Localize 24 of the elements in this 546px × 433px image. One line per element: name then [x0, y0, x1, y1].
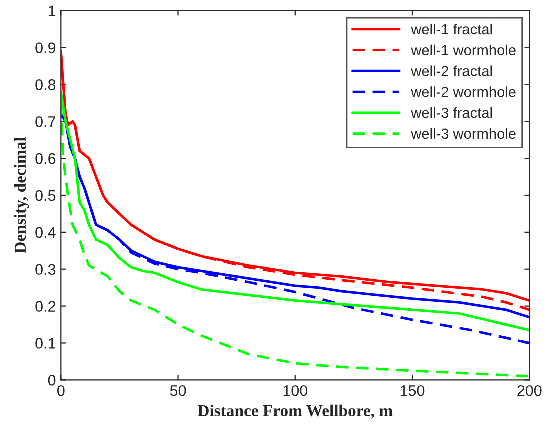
legend-label: well-2 wormhole [411, 86, 516, 98]
y-tick-label: 0.6 [36, 153, 56, 164]
y-tick-label: 0.3 [36, 264, 56, 276]
x-tick-label: 100 [284, 385, 308, 396]
y-tick-label: 1 [48, 6, 56, 16]
legend-label: well-3 wormhole [411, 128, 516, 140]
y-tick-label: 0.5 [36, 190, 56, 202]
y-axis-title: Density, decimal [14, 137, 30, 254]
legend-label: well-1 wormhole [411, 44, 516, 56]
x-axis-title: Distance From Wellbore, m [198, 404, 393, 419]
legend-label: well-2 fractal [411, 66, 492, 76]
y-tick-label: 0.7 [36, 116, 56, 128]
y-tick-label: 0.1 [36, 338, 56, 349]
y-tick-label: 0.4 [36, 227, 56, 238]
y-tick-label: 0 [48, 375, 56, 386]
x-tick-label: 150 [400, 385, 425, 396]
y-tick-label: 0.8 [36, 80, 56, 90]
legend-label: well-1 fractal [411, 24, 492, 35]
x-tick-label: 50 [170, 385, 186, 396]
x-tick-label: 0 [58, 385, 65, 396]
y-tick-label: 0.9 [36, 42, 56, 54]
x-tick-label: 200 [518, 385, 542, 396]
y-tick-label: 0.2 [36, 301, 56, 312]
legend-label: well-3 fractal [411, 107, 492, 118]
